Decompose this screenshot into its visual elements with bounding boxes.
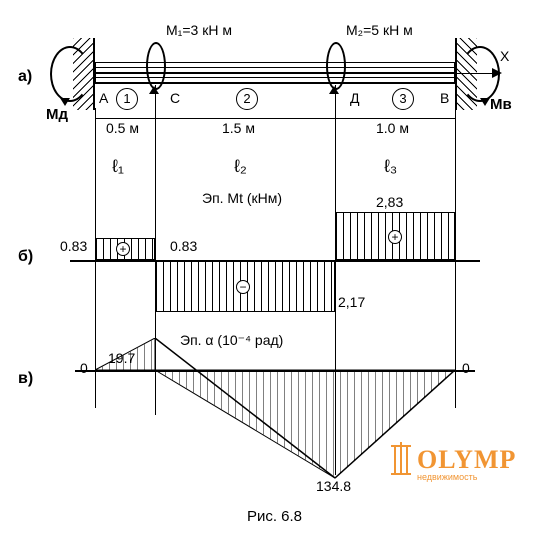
epA-zero-L: 0 xyxy=(80,360,88,376)
label-M1: М₁=3 кН м xyxy=(166,22,232,38)
pt-D: Д xyxy=(350,90,359,106)
epA-zero-R: 0 xyxy=(462,360,470,376)
row-a-label: а) xyxy=(18,68,32,86)
moment-arrow-MB xyxy=(480,98,490,106)
epM-plus-3: + xyxy=(388,230,402,244)
row-b-label: б) xyxy=(18,248,33,266)
vline-B xyxy=(455,108,456,408)
moment-arrow-M1 xyxy=(149,86,159,94)
wm-sub: недвижимость xyxy=(417,472,478,482)
figure-caption: Рис. 6.8 xyxy=(0,508,549,525)
dim-line xyxy=(95,118,455,119)
epM-v-left: 0.83 xyxy=(60,238,87,254)
moment-arrow-MA xyxy=(60,98,70,106)
wm-brand: OLYMP xyxy=(417,445,516,474)
moment-arc-M2 xyxy=(326,42,346,90)
row-v-label: в) xyxy=(18,370,33,388)
segment-circle-1: 1 xyxy=(116,88,138,110)
watermark: OLYMP недвижимость xyxy=(389,440,539,495)
ell-3: ℓ₃ xyxy=(384,156,397,177)
moment-arrow-M2 xyxy=(329,86,339,94)
dim-1: 0.5 м xyxy=(106,120,139,136)
epM-plus-1: + xyxy=(116,242,130,256)
moment-arc-M1 xyxy=(146,42,166,90)
epM-v-midL: 0.83 xyxy=(170,238,197,254)
label-M2: М₂=5 кН м xyxy=(346,22,413,38)
epM-title: Эп. Мt (кНм) xyxy=(202,190,282,206)
dim-2: 1.5 м xyxy=(222,120,255,136)
segment-circle-2: 2 xyxy=(236,88,258,110)
epA-peak2: 134.8 xyxy=(316,478,351,494)
label-MB: Мв xyxy=(490,96,512,113)
segment-circle-3: 3 xyxy=(392,88,414,110)
moment-arc-MA xyxy=(50,46,90,102)
epM-v-right: 2,83 xyxy=(376,194,403,210)
ell-2: ℓ₂ xyxy=(234,156,247,177)
x-label: Х xyxy=(500,48,509,64)
ell-1: ℓ₁ xyxy=(112,156,124,177)
epM-v-midR: 2,17 xyxy=(338,294,365,310)
moment-arc-MB xyxy=(460,46,500,102)
pt-C: С xyxy=(170,90,180,106)
pt-B: В xyxy=(440,90,449,106)
epA-peak1: 19.7 xyxy=(108,350,135,366)
dim-3: 1.0 м xyxy=(376,120,409,136)
epM-minus: − xyxy=(236,280,250,294)
pt-A: А xyxy=(99,90,108,106)
label-MA: Мд xyxy=(46,106,68,123)
